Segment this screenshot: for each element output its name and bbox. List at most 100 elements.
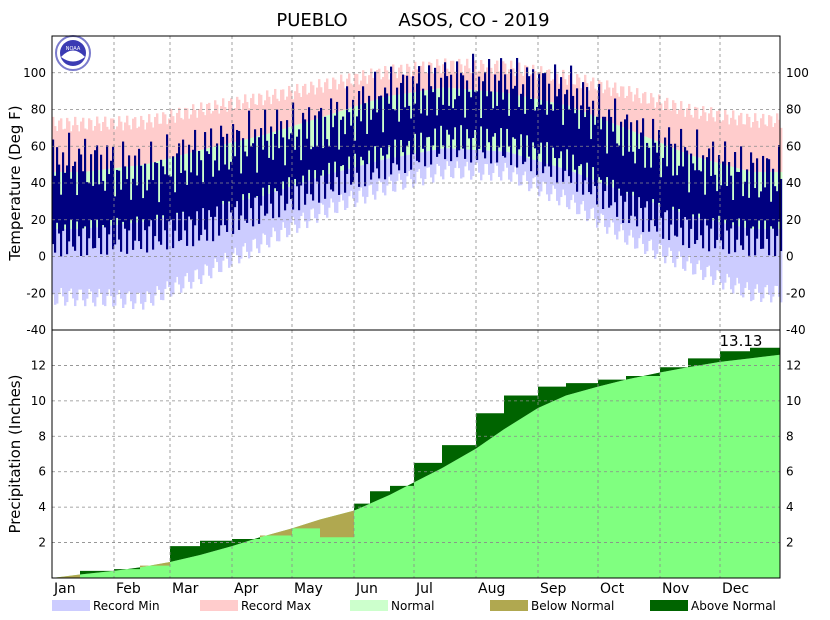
actual-temp-bar: [138, 148, 141, 242]
record-min-bar: [730, 224, 733, 290]
record-min-bar: [362, 164, 365, 197]
month-label-aug: Aug: [478, 581, 505, 597]
actual-temp-bar: [748, 197, 751, 256]
record-max-bar: [272, 94, 275, 133]
legend-label: Record Max: [241, 599, 311, 613]
record-max-bar: [442, 64, 445, 88]
actual-temp-bar: [698, 170, 701, 214]
record-max-bar: [314, 94, 317, 120]
month-label-dec: Dec: [722, 581, 749, 597]
record-max-bar: [140, 115, 143, 166]
record-min-bar: [150, 220, 153, 304]
actual-temp-bar: [144, 163, 147, 231]
record-max-bar: [404, 74, 407, 94]
record-max-bar: [632, 101, 635, 132]
actual-temp-bar: [696, 129, 699, 241]
record-max-bar: [76, 124, 79, 172]
record-max-bar: [612, 87, 615, 124]
record-min-bar: [266, 194, 269, 245]
record-min-bar: [308, 180, 311, 222]
record-min-bar: [198, 209, 201, 280]
actual-temp-bar: [160, 159, 163, 245]
record-max-bar: [86, 129, 89, 172]
record-max-bar: [148, 114, 151, 164]
record-max-bar: [768, 115, 771, 172]
noaa-logo: NOAA: [55, 35, 91, 71]
record-min-bar: [448, 148, 451, 167]
record-min-bar: [654, 203, 657, 259]
record-min-bar: [696, 217, 699, 265]
precipitation-tick-label-right: 4: [786, 500, 794, 514]
actual-temp-bar: [722, 161, 725, 250]
actual-temp-bar: [524, 113, 527, 162]
actual-temp-bar: [764, 187, 767, 221]
normal-temp-bar: [328, 114, 331, 175]
actual-temp-bar: [178, 143, 181, 242]
below-normal-precip-segment: [320, 510, 354, 538]
actual-temp-bar: [194, 129, 197, 226]
actual-temp-bar: [760, 191, 763, 249]
actual-temp-bar: [712, 141, 715, 219]
actual-temp-bar: [742, 196, 745, 250]
below-normal-precip-segment: [260, 528, 292, 538]
actual-temp-bar: [772, 168, 775, 229]
actual-temp-bar: [322, 148, 325, 171]
record-min-bar: [600, 182, 603, 214]
record-max-bar: [400, 64, 403, 95]
actual-temp-bar: [660, 177, 663, 218]
record-max-bar: [464, 65, 467, 90]
actual-temp-bar: [408, 105, 411, 141]
record-min-bar: [442, 148, 445, 180]
record-min-bar: [334, 172, 337, 213]
record-max-bar: [114, 129, 117, 169]
actual-temp-bar: [54, 175, 57, 253]
actual-temp-bar: [76, 195, 79, 222]
record-max-bar: [508, 69, 511, 94]
record-min-bar: [316, 177, 319, 223]
record-min-bar: [670, 208, 673, 251]
record-max-bar: [604, 89, 607, 121]
record-max-bar: [96, 116, 99, 171]
record-min-bar: [122, 224, 125, 309]
actual-temp-bar: [762, 155, 765, 249]
record-max-bar: [620, 86, 623, 127]
actual-temp-bar: [56, 147, 59, 223]
record-max-bar: [430, 63, 433, 90]
record-min-bar: [576, 173, 579, 215]
normal-temp-bar: [688, 154, 691, 216]
precipitation-tick-label-left: 6: [38, 465, 46, 479]
record-max-bar: [342, 81, 345, 111]
actual-temp-bar: [476, 91, 479, 160]
month-label-feb: Feb: [116, 581, 141, 597]
actual-temp-bar: [296, 136, 299, 187]
record-min-bar: [486, 150, 489, 165]
record-max-bar: [188, 118, 191, 154]
record-max-bar: [438, 65, 441, 89]
actual-temp-bar: [392, 109, 395, 164]
actual-temp-bar: [680, 128, 683, 228]
record-max-bar: [178, 107, 181, 156]
actual-temp-bar: [106, 145, 109, 255]
record-max-bar: [372, 77, 375, 101]
record-max-bar: [480, 60, 483, 91]
record-min-bar: [574, 172, 577, 203]
record-max-bar: [690, 114, 693, 156]
record-min-bar: [240, 200, 243, 259]
record-max-bar: [208, 102, 211, 149]
record-min-bar: [594, 180, 597, 219]
actual-temp-bar: [330, 98, 333, 190]
month-label-jan: Jan: [53, 581, 76, 597]
record-min-bar: [778, 228, 781, 297]
actual-temp-bar: [728, 162, 731, 254]
record-min-bar: [146, 221, 149, 292]
record-max-bar: [190, 114, 193, 153]
record-max-bar: [200, 102, 203, 150]
record-max-bar: [556, 73, 559, 104]
actual-temp-bar: [224, 164, 227, 226]
record-max-bar: [676, 113, 679, 150]
record-max-bar: [490, 67, 493, 92]
record-max-bar: [602, 93, 605, 120]
record-min-bar: [772, 228, 775, 297]
actual-temp-bar: [302, 112, 305, 176]
